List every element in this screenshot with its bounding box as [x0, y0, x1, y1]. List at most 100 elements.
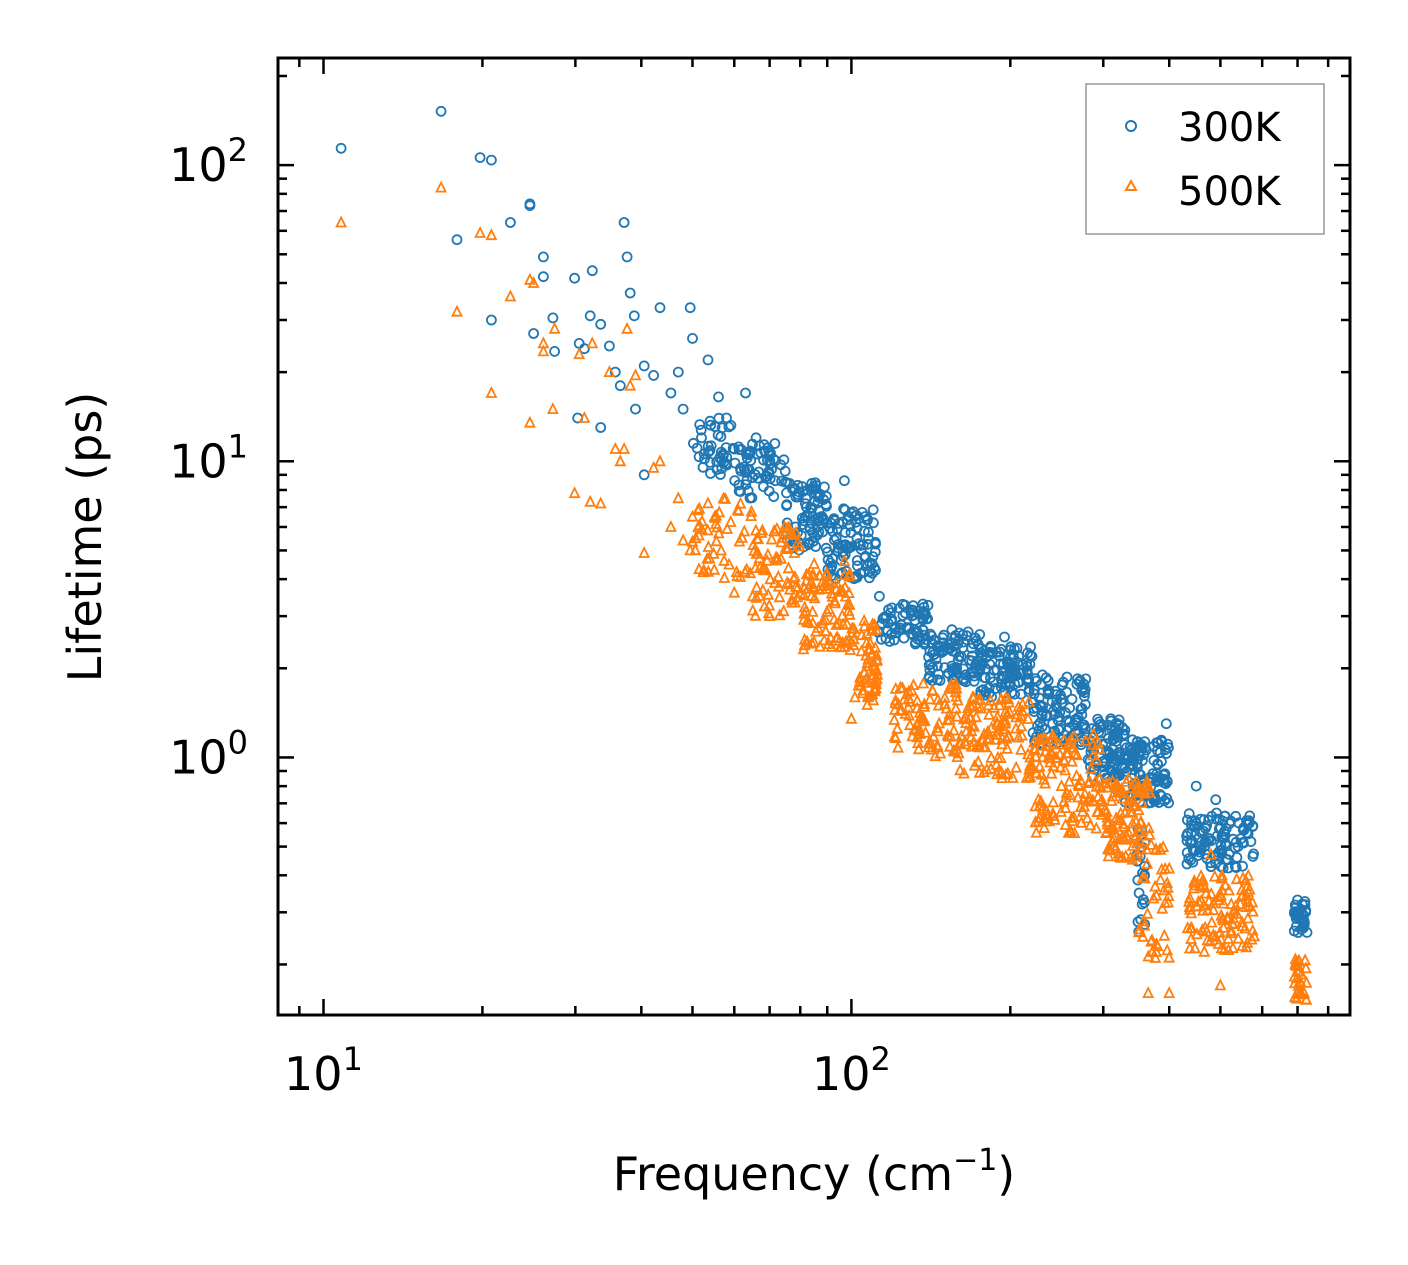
- point-500k-band-0: [697, 565, 710, 578]
- point-500k-band-9: [1240, 940, 1253, 953]
- point-300k-band-11: [1194, 840, 1206, 852]
- point-500k-32: [677, 533, 690, 546]
- point-300k-band-3: [864, 557, 876, 569]
- point-500k-band-9: [1217, 920, 1230, 933]
- point-500k-band-8: [1133, 922, 1146, 935]
- point-300k-band-1: [760, 471, 771, 483]
- point-300k-49: [816, 511, 828, 523]
- point-300k-band-12: [1289, 908, 1300, 919]
- point-500k-band-9: [1181, 921, 1194, 934]
- point-500k-21: [609, 441, 622, 454]
- point-500k-band-5: [966, 718, 979, 731]
- point-300k-band-6: [975, 647, 987, 659]
- point-500k-band-6: [1054, 760, 1067, 773]
- point-500k-band-2: [832, 616, 845, 629]
- point-300k-3: [474, 152, 486, 164]
- point-300k-band-5: [971, 635, 982, 646]
- point-300k-band-3: [851, 555, 863, 566]
- point-300k-band-11: [1203, 833, 1215, 844]
- point-500k-33: [684, 543, 697, 556]
- point-500k-band-8: [1158, 883, 1170, 896]
- point-500k-band-2: [836, 608, 849, 621]
- point-500k-band-2: [820, 568, 833, 581]
- point-300k-band-8: [1095, 727, 1107, 739]
- point-300k-band-4: [876, 633, 887, 645]
- point-500k-band-3: [860, 648, 873, 661]
- point-500k-band-7: [1129, 828, 1142, 841]
- point-500k-band-7: [1103, 842, 1116, 855]
- point-500k-band-9: [1197, 898, 1210, 911]
- point-500k-band-8: [1161, 943, 1174, 956]
- point-500k-band-5: [1012, 730, 1025, 743]
- point-300k-band-2: [810, 541, 822, 552]
- point-500k-band-2: [825, 639, 838, 652]
- point-500k-band-6: [1087, 727, 1100, 740]
- point-300k-band-1: [758, 439, 770, 451]
- point-500k-band-3: [846, 625, 859, 638]
- point-500k-band-6: [1030, 825, 1043, 838]
- x-tick-label: 101: [284, 1040, 363, 1101]
- point-500k-band-0: [721, 521, 734, 534]
- point-500k-band-2: [807, 579, 820, 592]
- point-300k-band-7: [1062, 714, 1074, 726]
- point-300k-band-5: [952, 654, 964, 666]
- point-500k-15: [573, 347, 586, 360]
- point-300k-band-10: [1139, 869, 1150, 881]
- point-500k-band-4: [918, 699, 931, 712]
- point-500k-band-0: [739, 564, 752, 577]
- point-500k-band-5: [979, 740, 992, 753]
- point-300k-band-5: [934, 642, 946, 653]
- point-300k-61: [1152, 758, 1163, 770]
- point-500k-band-10: [1289, 952, 1302, 965]
- point-500k-band-9: [1191, 899, 1203, 912]
- point-500k-band-6: [1052, 737, 1065, 750]
- point-300k-44: [740, 387, 751, 399]
- point-500k-band-7: [1116, 829, 1129, 842]
- point-300k-band-3: [829, 515, 841, 527]
- point-300k-22: [604, 340, 615, 352]
- point-300k-63: [1190, 780, 1202, 792]
- point-500k-band-1: [786, 527, 799, 540]
- point-300k-band-7: [1043, 685, 1055, 697]
- point-500k-band-2: [797, 612, 810, 625]
- point-300k-band-3: [867, 551, 879, 562]
- point-500k-band-7: [1103, 775, 1116, 788]
- point-500k-band-7: [1130, 849, 1143, 862]
- point-300k-34: [665, 387, 677, 399]
- point-500k-band-4: [934, 746, 947, 759]
- point-500k-band-9: [1205, 886, 1218, 899]
- point-300k-band-2: [796, 481, 808, 492]
- point-300k-band-3: [864, 572, 875, 584]
- point-500k-band-2: [821, 578, 834, 590]
- point-500k-band-9: [1190, 927, 1203, 940]
- x-axis-title-close: ): [997, 1147, 1015, 1201]
- point-500k-band-8: [1146, 944, 1159, 957]
- point-500k-band-7: [1120, 774, 1133, 787]
- point-500k-band-1: [749, 561, 762, 573]
- point-500k-47: [1036, 750, 1049, 763]
- point-500k-24: [621, 321, 634, 334]
- point-300k-65: [1219, 828, 1231, 840]
- point-500k-band-6: [1037, 731, 1050, 744]
- point-500k-band-4: [912, 742, 925, 755]
- point-500k-band-4: [942, 729, 955, 742]
- point-300k-57: [1037, 669, 1048, 681]
- point-500k-band-9: [1196, 872, 1209, 885]
- point-500k-band-6: [1059, 763, 1072, 776]
- point-500k-band-9: [1207, 896, 1220, 909]
- point-300k-band-11: [1220, 854, 1232, 865]
- point-500k-band-2: [843, 566, 856, 579]
- point-500k-band-4: [911, 736, 924, 749]
- point-500k-band-0: [718, 570, 731, 583]
- point-500k-band-5: [975, 701, 987, 714]
- point-500k-band-7: [1100, 804, 1113, 817]
- point-500k-band-2: [841, 617, 853, 630]
- point-500k-band-3: [855, 628, 868, 641]
- point-500k-band-4: [922, 736, 935, 749]
- point-500k-band-2: [813, 568, 826, 581]
- point-300k-band-7: [1076, 703, 1088, 714]
- point-500k-band-5: [1001, 766, 1014, 779]
- point-500k-51: [1142, 986, 1155, 998]
- point-500k-band-3: [858, 613, 871, 626]
- point-500k-band-4: [911, 693, 924, 706]
